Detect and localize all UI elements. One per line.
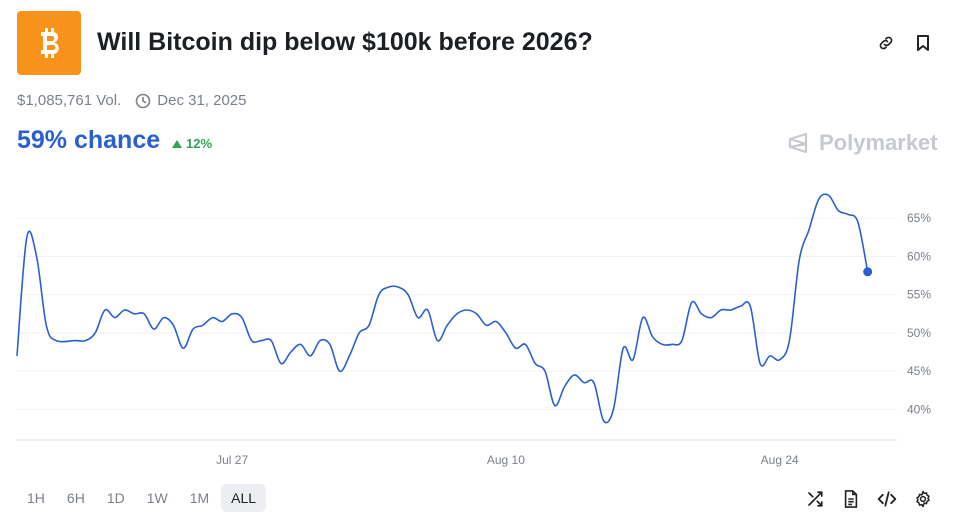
bookmark-button[interactable] <box>913 33 933 53</box>
brand-name: Polymarket <box>819 130 938 155</box>
y-tick-label: 55% <box>907 288 931 302</box>
document-icon <box>844 490 858 508</box>
polymarket-watermark: Polymarket <box>786 130 938 156</box>
clock-icon <box>135 93 151 109</box>
series-line <box>16 193 869 424</box>
y-tick-label: 40% <box>907 402 931 416</box>
code-icon <box>877 491 897 507</box>
range-button-all[interactable]: ALL <box>221 484 267 512</box>
market-meta: $1,085,761 Vol. Dec 31, 2025 <box>17 92 247 109</box>
x-tick-label: Aug 10 <box>487 453 525 467</box>
link-icon <box>879 36 893 50</box>
bookmark-icon <box>917 35 929 51</box>
range-button-1h[interactable]: 1H <box>27 490 45 506</box>
y-tick-label: 65% <box>907 211 931 225</box>
bitcoin-logo <box>17 11 81 75</box>
market-title: Will Bitcoin dip below $100k before 2026… <box>97 28 593 56</box>
y-tick-label: 45% <box>907 364 931 378</box>
bitcoin-icon <box>41 28 59 58</box>
y-tick-label: 60% <box>907 249 931 263</box>
embed-button[interactable] <box>877 489 897 509</box>
shuffle-button[interactable] <box>805 489 825 509</box>
price-chart: 40% 45% 50% 55% 60% 65% Jul 27 Aug 10 Aug 24 <box>16 193 931 467</box>
x-tick-label: Aug 24 <box>761 453 799 467</box>
x-tick-label: Jul 27 <box>216 453 248 467</box>
time-range-selector: 1H 6H 1D 1W 1M ALL <box>17 484 268 512</box>
y-tick-label: 50% <box>907 326 931 340</box>
last-point <box>863 267 873 277</box>
range-button-6h[interactable]: 6H <box>66 490 85 506</box>
range-button-1w[interactable]: 1W <box>146 490 168 506</box>
volume-text: $1,085,761 Vol. <box>17 92 122 109</box>
end-date: Dec 31, 2025 <box>157 92 247 109</box>
rules-button[interactable] <box>841 489 861 509</box>
polymarket-icon <box>788 132 808 154</box>
range-button-1m[interactable]: 1M <box>189 490 210 506</box>
settings-button[interactable] <box>913 489 933 509</box>
link-button[interactable] <box>876 33 896 53</box>
up-triangle-icon <box>172 139 182 148</box>
chance-delta: 12% <box>172 136 212 151</box>
shuffle-icon <box>808 491 823 507</box>
range-button-1d[interactable]: 1D <box>106 490 125 506</box>
chance-value: 59% chance <box>17 126 161 154</box>
gear-icon <box>916 490 930 508</box>
delta-value: 12% <box>186 136 213 151</box>
